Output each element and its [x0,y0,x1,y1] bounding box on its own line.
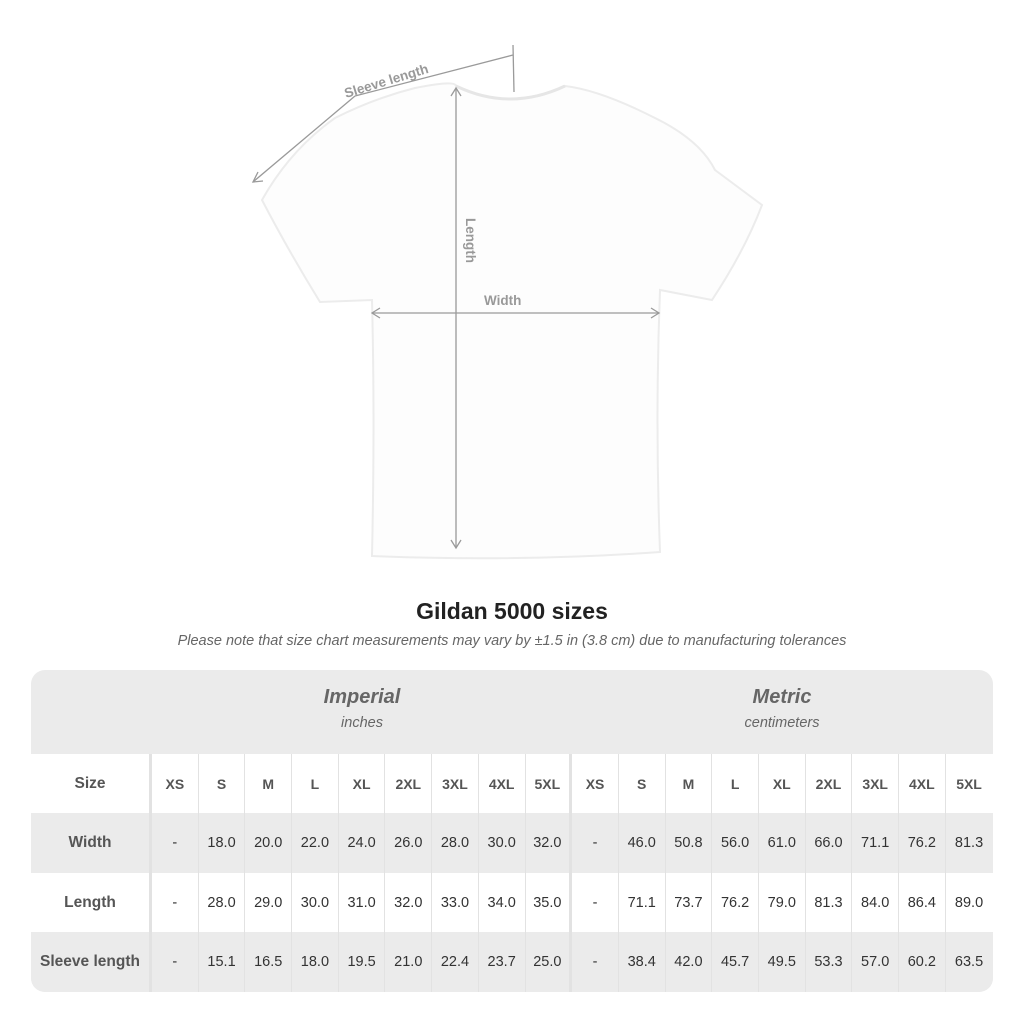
imperial-title: Imperial [323,686,401,708]
metric-value-cell: 38.4 [619,932,666,992]
imperial-value-cell: 29.0 [245,873,293,932]
length-label: Length [463,218,478,263]
size-header-cell: XS [572,754,619,813]
metric-value-cell: - [572,932,619,992]
tshirt-diagram: Sleeve length Length Width [251,44,764,560]
metric-value-cell: 71.1 [852,813,899,873]
size-header-cell: 3XL [852,754,899,813]
metric-value-cell: 89.0 [954,894,984,911]
size-header-cell: 3XL [432,754,479,813]
imperial-value-cell: 30.0 [479,813,526,873]
metric-value-cell: 45.7 [712,932,759,992]
imperial-value-cell: 15.1 [199,932,246,992]
imperial-value-cell: 22.4 [432,932,479,992]
imperial-value-cell: 28.0 [432,813,479,873]
imperial-value-cell: 22.0 [292,813,339,873]
table-row: Width -18.0 20.0 22.0 24.0 26.0 28.0 30.0 32.0-4… [31,813,993,873]
imperial-value-cell: 32.0 [526,813,573,873]
size-header-cell: 2XL [806,754,853,813]
imperial-value-cell: - [152,873,199,932]
row-label: Width [31,813,152,873]
metric-value-cell: 76.2 [899,813,946,873]
width-label: Width [484,293,521,308]
metric-value-cell: 50.8 [666,813,713,873]
imperial-value-cell: 26.0 [385,813,433,873]
size-header-cell: S [619,754,666,813]
size-header-cell: M [666,754,713,813]
imperial-value-cell: 19.5 [339,932,386,992]
size-header-cell: 2XL [385,754,433,813]
metric-value-cell: 63.5 [954,954,984,970]
row-label: Sleeve length [31,932,152,992]
imperial-header: Imperial inches [152,686,572,731]
imperial-value-cell: 25.0 [526,932,573,992]
imperial-value-cell: 35.0 [526,873,573,932]
metric-value-cell: 86.4 [899,873,946,932]
size-header-cell: L [292,754,339,813]
imperial-value-cell: 33.0 [432,873,479,932]
metric-value-cell: 57.0 [852,932,899,992]
imperial-value-cell: - [152,813,199,873]
row-label: Length [31,873,152,932]
size-header-cell: 4XL [899,754,946,813]
metric-unit: centimeters [744,715,820,731]
table-row: Sleeve length -15.1 16.5 18.0 19.5 21.0 22.4 23… [31,932,993,992]
metric-value-cell: 73.7 [666,873,713,932]
page-title: Gildan 5000 sizes [416,598,608,624]
tolerance-note: Please note that size chart measurements… [177,633,847,649]
size-header-cell: L [712,754,759,813]
metric-value-cell: 60.2 [899,932,946,992]
metric-value-cell: 71.1 [619,873,666,932]
metric-value-cell: 46.0 [619,813,666,873]
imperial-value-cell: 23.7 [479,932,526,992]
metric-value-cell: 84.0 [852,873,899,932]
imperial-value-cell: 21.0 [385,932,433,992]
imperial-value-cell: 24.0 [339,813,386,873]
size-header-cell: 5XL [526,754,573,813]
imperial-value-cell: 16.5 [245,932,293,992]
size-header-label: Size [31,754,152,813]
imperial-value-cell: 31.0 [339,873,386,932]
metric-value-cell: 49.5 [759,932,806,992]
size-table: Imperial inches Metric centimeters Size X… [31,670,993,992]
imperial-value-cell: - [152,932,199,992]
metric-value-cell: 61.0 [759,813,806,873]
imperial-value-cell: 20.0 [245,813,293,873]
metric-header: Metric centimeters [572,686,992,731]
table-row: Length -28.0 29.0 30.0 31.0 32.0 33.0 34.0 35.0-… [31,873,993,932]
size-header-cell: XS [152,754,199,813]
metric-value-cell: 81.3 [954,835,984,851]
imperial-value-cell: 30.0 [292,873,339,932]
imperial-value-cell: 34.0 [479,873,526,932]
metric-title: Metric [752,686,812,708]
size-header-cell: XL [759,754,806,813]
metric-value-cell: 79.0 [759,873,806,932]
imperial-value-cell: 18.0 [292,932,339,992]
imperial-value-cell: 28.0 [199,873,246,932]
metric-value-cell: 66.0 [806,813,853,873]
metric-value-cell: 81.3 [806,873,853,932]
tshirt-image [260,82,764,560]
size-header-row: Size XS S M L XL 2XL 3XL 4XL 5XL XS S M L XL 2XL 3XL 4XL 5… [31,754,993,813]
size-header-cell: 4XL [479,754,526,813]
size-header-cell: 5XL [956,775,982,792]
metric-value-cell: 56.0 [712,813,759,873]
metric-value-cell: 53.3 [806,932,853,992]
imperial-value-cell: 18.0 [199,813,246,873]
metric-value-cell: - [572,873,619,932]
imperial-unit: inches [341,715,383,731]
size-header-cell: M [245,754,293,813]
imperial-value-cell: 32.0 [385,873,433,932]
metric-value-cell: 76.2 [712,873,759,932]
size-header-cell: XL [339,754,386,813]
measure-lines [251,44,661,550]
metric-value-cell: - [572,813,619,873]
size-header-cell: S [199,754,246,813]
metric-value-cell: 42.0 [666,932,713,992]
